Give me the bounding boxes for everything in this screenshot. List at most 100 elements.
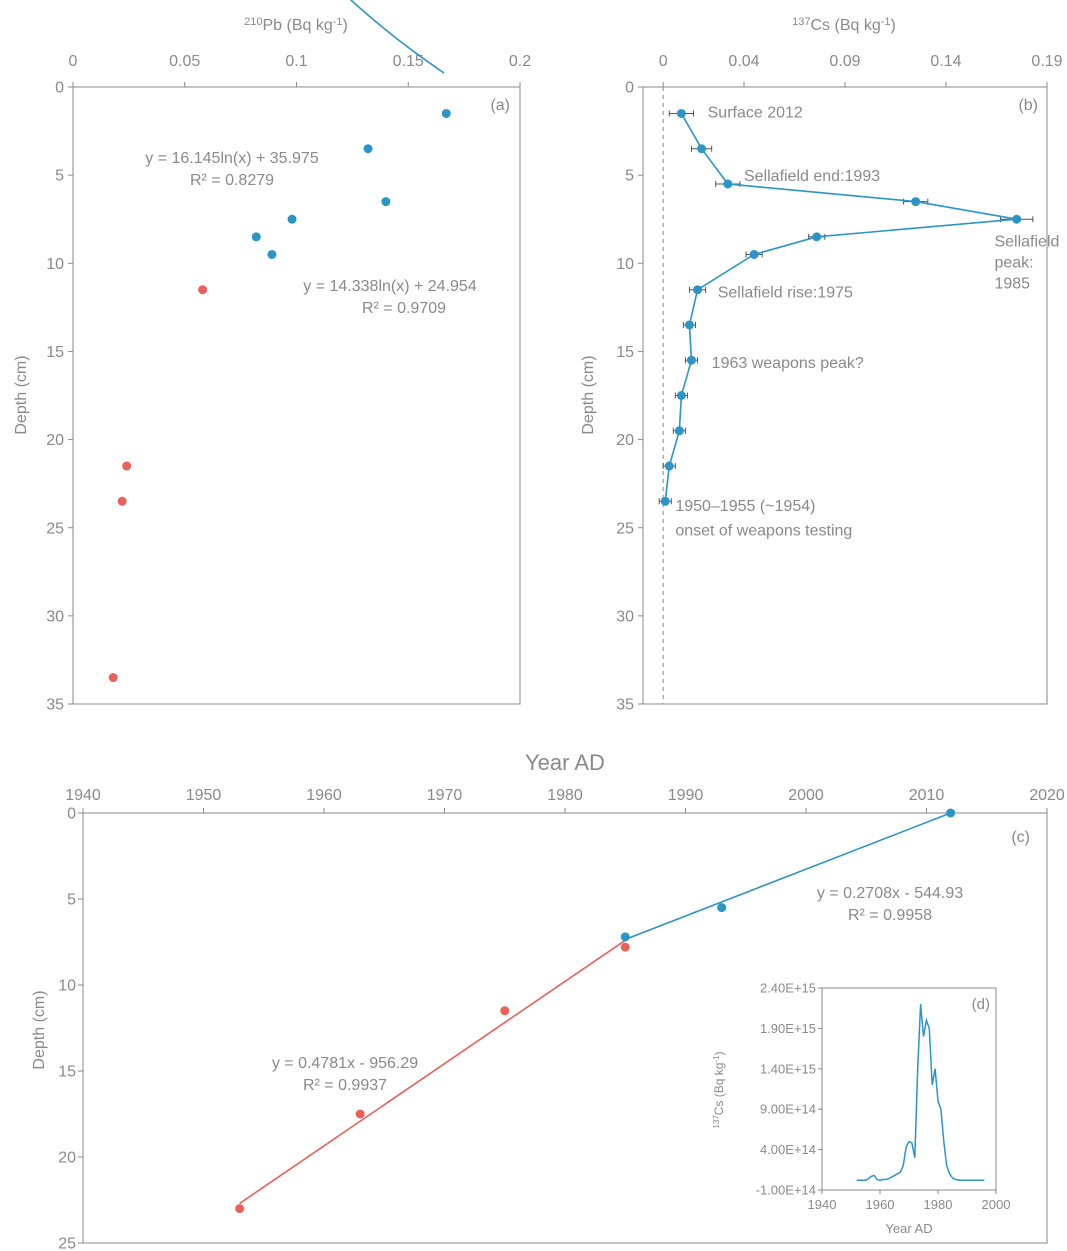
panel-d-label: (d) xyxy=(972,996,990,1013)
panel-a-blue-data-point xyxy=(287,214,297,224)
panel-d: 137Cs (Bq kg-1) Year AD (d) 1940 1960 1980… xyxy=(712,981,1010,1237)
panel-c-x-tick-label: 1980 xyxy=(547,787,583,804)
panel-a-y-tick-label: 35 xyxy=(46,697,64,714)
panel-b-annotation: 1963 weapons peak? xyxy=(712,355,864,372)
panel-b-x-tick-label: 0.14 xyxy=(930,53,961,70)
panel-d-y-axis-label-exp: -1 xyxy=(712,1055,721,1063)
panel-b-x-axis-label-main: Cs (Bq kg xyxy=(811,17,881,34)
panel-a-y-ticks: 0 5 10 15 20 25 30 35 xyxy=(46,80,73,714)
panel-a-x-axis-label: 210Pb (Bq kg-1) xyxy=(244,16,348,34)
panel-b-data-point xyxy=(664,461,674,471)
panel-a-blue-data-point xyxy=(251,232,261,242)
panel-d-y-tick-label: -1.00E+14 xyxy=(756,1183,816,1198)
panel-d-x-axis-label: Year AD xyxy=(885,1221,932,1236)
panel-c-blue-data-point xyxy=(717,903,727,913)
panel-a-red-fit-r2: R² = 0.8279 xyxy=(190,172,274,189)
panel-c-y-tick-label: 0 xyxy=(67,806,76,823)
panel-a-y-axis-label: Depth (cm) xyxy=(13,355,30,434)
panel-c-blue-fit-r2: R² = 0.9958 xyxy=(848,907,932,924)
panel-a-blue-data-point xyxy=(441,108,451,118)
panel-a-points xyxy=(108,108,451,683)
panel-a-y-tick-label: 0 xyxy=(55,80,64,97)
panel-c-y-tick-label: 5 xyxy=(67,892,76,909)
panel-c-x-tick-label: 2020 xyxy=(1029,787,1065,804)
panel-b-y-tick-label: 10 xyxy=(616,256,634,273)
panel-c-red-data-point xyxy=(235,1204,245,1214)
panel-b-y-tick-label: 25 xyxy=(616,520,634,537)
panel-c-x-tick-label: 1970 xyxy=(427,787,463,804)
panel-c-red-fit-r2: R² = 0.9937 xyxy=(303,1077,387,1094)
panel-c-y-axis-label: Depth (cm) xyxy=(31,990,48,1069)
panel-b-series xyxy=(660,108,1022,506)
panel-c-red-data-point xyxy=(355,1109,365,1119)
panel-c-x-tick-label: 1990 xyxy=(668,787,704,804)
panel-d-background xyxy=(821,987,997,1191)
panel-a-blue-data-point xyxy=(381,197,391,207)
panel-d-y-axis-label-post: ) xyxy=(712,1051,726,1055)
panel-d-y-tick-label: 1.90E+15 xyxy=(760,1021,816,1036)
panel-d-y-axis-label-main: Cs (Bq kg xyxy=(712,1063,726,1116)
panel-b-x-axis-label-post: ) xyxy=(891,17,896,34)
panel-a-y-tick-label: 25 xyxy=(46,520,64,537)
panel-a-x-tick-label: 0.05 xyxy=(169,53,200,70)
panel-c-label: (c) xyxy=(1011,829,1030,846)
panel-b-annotation: Sellafield xyxy=(994,233,1059,250)
panel-a-red-data-point xyxy=(108,673,118,683)
panel-c-y-tick-label: 15 xyxy=(58,1064,76,1081)
panel-b-series-line xyxy=(664,113,1017,502)
panel-a-fits xyxy=(349,0,445,74)
panel-b-x-tick-label: 0 xyxy=(659,53,668,70)
panel-b-data-point xyxy=(676,391,686,400)
panel-b-data-point xyxy=(676,108,686,118)
panel-b-y-tick-label: 15 xyxy=(616,344,634,361)
panel-a-blue-fit-equation: y = 14.338ln(x) + 24.954 xyxy=(303,278,477,295)
panel-a-y-tick-label: 20 xyxy=(46,432,64,449)
panel-d-y-tick-label: 1.40E+15 xyxy=(760,1061,816,1076)
panel-b-annotation: peak: xyxy=(994,255,1033,272)
panel-d-y-ticks: -1.00E+14 4.00E+14 9.00E+14 1.40E+15 1.90E+1… xyxy=(756,981,822,1198)
panel-c-x-tick-label: 2010 xyxy=(909,787,945,804)
panel-b-data-point xyxy=(686,355,696,365)
panel-a-x-axis-label-exp: -1 xyxy=(333,16,343,28)
panel-b-data-point xyxy=(723,179,733,189)
panel-d-x-tick-label: 1940 xyxy=(808,1197,837,1212)
panel-c-red-fit-equation: y = 0.4781x - 956.29 xyxy=(272,1055,418,1072)
panel-d-x-ticks: 1940 1960 1980 2000 xyxy=(808,1190,1011,1212)
panel-c-y-tick-label: 25 xyxy=(58,1236,76,1251)
panel-c-red-data-point xyxy=(500,1006,510,1016)
panel-c-x-tick-label: 1940 xyxy=(65,787,101,804)
panel-a-x-tick-label: 0.15 xyxy=(393,53,424,70)
panel-a: 210Pb (Bq kg-1) Depth (cm) (a) 0 0.05 0.1 0… xyxy=(13,0,531,714)
panel-c-x-ticks: 1940 1950 1960 1970 1980 1990 2000 2010 2020 xyxy=(65,787,1065,813)
panel-b-data-point xyxy=(660,496,670,506)
panel-c: Year AD Depth (cm) (c) 1940 1950 1960 1970 1… xyxy=(31,750,1065,1251)
panel-c-y-tick-label: 20 xyxy=(58,1150,76,1167)
panel-c-red-fit-line xyxy=(239,939,626,1205)
panel-b-data-point xyxy=(684,320,694,330)
panel-a-blue-fit-r2: R² = 0.9709 xyxy=(362,300,446,317)
panel-c-x-tick-label: 2000 xyxy=(788,787,824,804)
panel-b-data-point xyxy=(674,426,684,436)
panel-c-y-tick-label: 10 xyxy=(58,978,76,995)
panel-b-label: (b) xyxy=(1018,97,1038,114)
panel-c-y-ticks: 0 5 10 15 20 25 xyxy=(58,806,83,1251)
panel-b-annotation: 1950–1955 (~1954) xyxy=(675,498,815,515)
panel-c-blue-fit-line xyxy=(624,812,951,941)
panel-a-x-axis-label-sup: 210 xyxy=(244,16,262,28)
panel-d-x-tick-label: 2000 xyxy=(982,1197,1011,1212)
panel-b: 137Cs (Bq kg-1) Depth (cm) (b) 0 0.04 0.09… xyxy=(580,16,1063,714)
panel-d-x-tick-label: 1960 xyxy=(866,1197,895,1212)
panel-b-data-point xyxy=(1012,214,1022,224)
panel-d-x-tick-label: 1980 xyxy=(924,1197,953,1212)
panel-d-series-line xyxy=(856,1004,985,1182)
panel-d-y-tick-label: 9.00E+14 xyxy=(760,1102,816,1117)
panel-b-y-tick-label: 20 xyxy=(616,432,634,449)
panel-a-x-axis-label-main: Pb (Bq kg xyxy=(262,17,332,34)
panel-b-y-ticks: 0 5 10 15 20 25 30 35 xyxy=(616,80,643,714)
panel-a-y-tick-label: 15 xyxy=(46,344,64,361)
panel-c-points xyxy=(235,808,956,1214)
panel-b-annotation: Surface 2012 xyxy=(708,105,803,122)
panel-b-x-tick-label: 0.04 xyxy=(728,53,759,70)
panel-a-x-tick-label: 0.1 xyxy=(285,53,307,70)
panel-b-data-point xyxy=(812,232,822,242)
